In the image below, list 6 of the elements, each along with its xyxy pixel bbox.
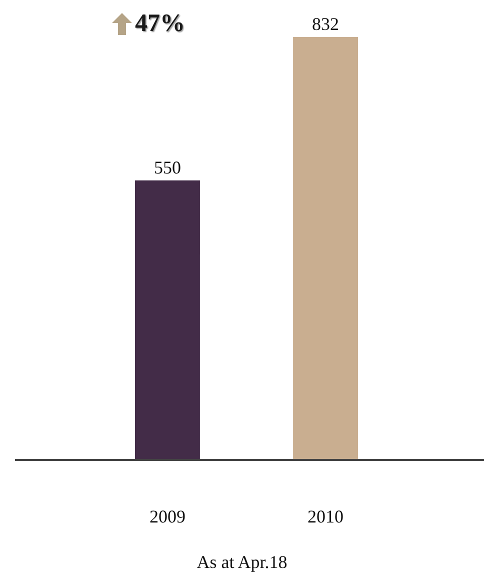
text: As at Apr.18 bbox=[196, 552, 288, 573]
data-label: 832 bbox=[312, 14, 340, 34]
text: 47% bbox=[135, 10, 185, 38]
x-tick-label: 2009 bbox=[149, 506, 186, 526]
x-tick-label: 2010 bbox=[308, 506, 344, 526]
data-label: 550 bbox=[154, 157, 181, 178]
